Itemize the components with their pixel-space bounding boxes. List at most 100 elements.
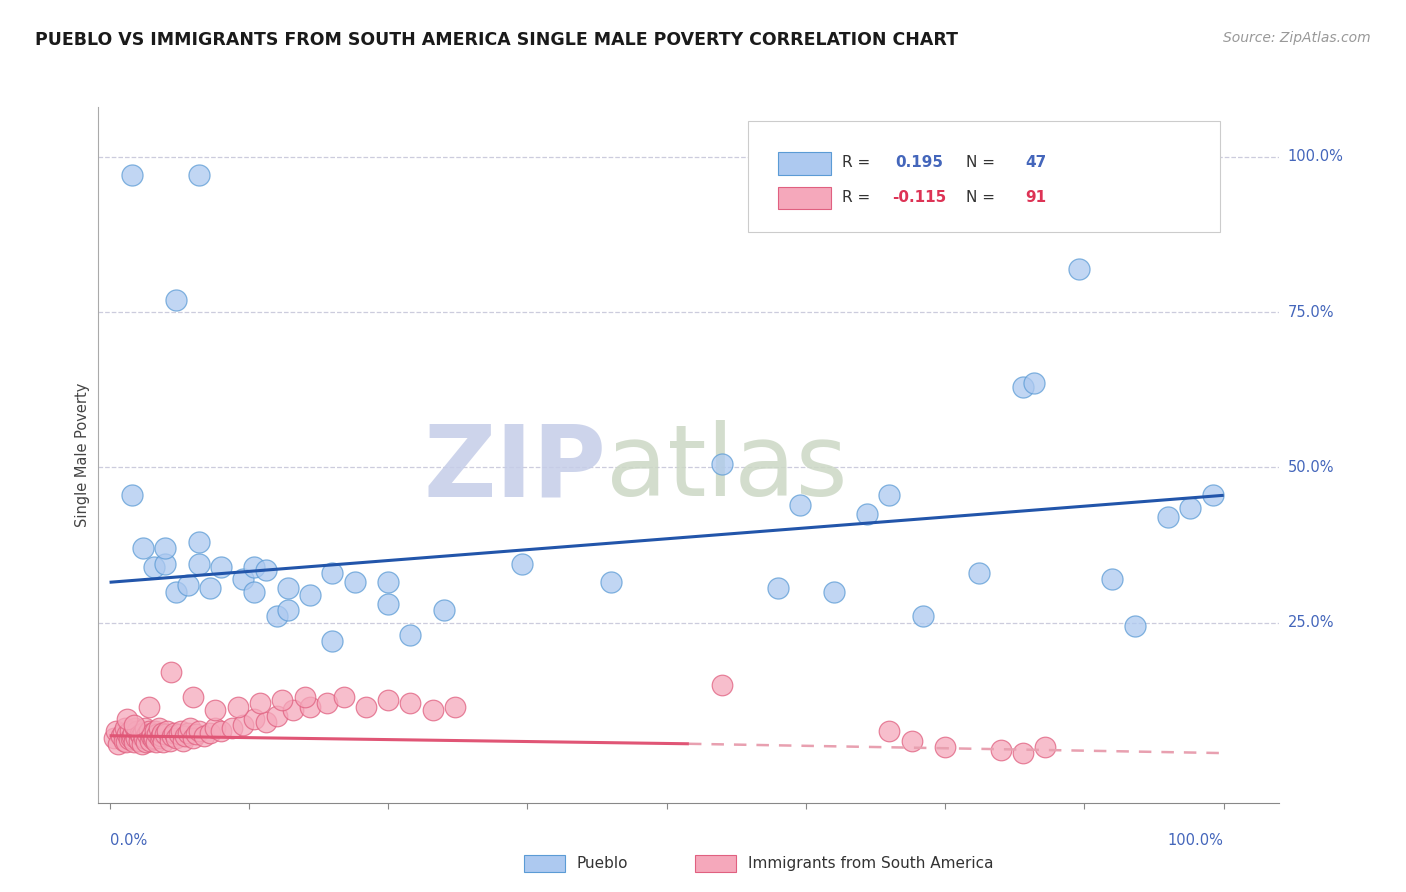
Point — [1012, 746, 1035, 760]
Point — [131, 737, 153, 751]
Point — [156, 724, 179, 739]
Text: Source: ZipAtlas.com: Source: ZipAtlas.com — [1223, 31, 1371, 45]
Point — [399, 628, 422, 642]
Point — [198, 582, 221, 596]
Point — [254, 563, 277, 577]
Point — [277, 582, 299, 596]
Point — [433, 603, 456, 617]
Point — [1035, 739, 1057, 754]
Point — [209, 724, 232, 739]
Point — [1012, 379, 1035, 393]
FancyBboxPatch shape — [778, 153, 831, 175]
Text: 0.0%: 0.0% — [110, 833, 146, 848]
Y-axis label: Single Male Poverty: Single Male Poverty — [75, 383, 90, 527]
Point — [167, 727, 190, 741]
Point — [179, 721, 201, 735]
Point — [321, 634, 343, 648]
Point — [105, 724, 128, 739]
Point — [170, 724, 193, 739]
Point — [911, 609, 934, 624]
Point — [204, 721, 226, 735]
Point — [254, 714, 277, 729]
Point — [148, 721, 170, 735]
Point — [1101, 572, 1123, 586]
Point — [121, 729, 143, 743]
Point — [299, 699, 322, 714]
Point — [145, 735, 167, 749]
Point — [232, 718, 254, 732]
Point — [209, 559, 232, 574]
Point — [132, 541, 155, 555]
Text: -0.115: -0.115 — [891, 190, 946, 205]
Point — [155, 727, 177, 741]
Point — [186, 727, 208, 741]
Point — [160, 665, 183, 680]
Point — [204, 703, 226, 717]
Point — [112, 733, 135, 747]
Point — [121, 488, 143, 502]
Point — [277, 603, 299, 617]
Point — [444, 699, 467, 714]
Point — [377, 575, 399, 590]
Point — [128, 727, 150, 741]
Point — [990, 743, 1012, 757]
Point — [879, 724, 901, 739]
Point — [226, 699, 249, 714]
Point — [187, 169, 209, 183]
Point — [766, 582, 789, 596]
Point — [232, 572, 254, 586]
Text: N =: N = — [966, 190, 1000, 205]
Point — [399, 697, 422, 711]
Point — [176, 726, 198, 740]
Point — [134, 721, 156, 735]
Point — [115, 735, 138, 749]
Text: Pueblo: Pueblo — [576, 855, 628, 871]
Text: R =: R = — [842, 190, 876, 205]
Point — [879, 488, 901, 502]
Point — [266, 708, 288, 723]
Point — [122, 718, 145, 732]
Point — [332, 690, 354, 705]
Point — [149, 729, 172, 743]
Point — [243, 559, 266, 574]
Point — [187, 534, 209, 549]
Text: ZIP: ZIP — [423, 420, 606, 517]
Point — [823, 584, 845, 599]
Point — [163, 726, 186, 740]
Point — [152, 735, 174, 749]
Point — [176, 578, 198, 592]
Point — [165, 731, 187, 745]
Point — [136, 727, 159, 741]
Point — [1123, 619, 1146, 633]
Point — [159, 733, 181, 747]
Point — [266, 609, 288, 624]
Point — [118, 724, 141, 739]
Point — [103, 731, 125, 745]
Text: 100.0%: 100.0% — [1288, 149, 1344, 164]
Point — [249, 697, 271, 711]
Point — [122, 726, 145, 740]
Text: 25.0%: 25.0% — [1288, 615, 1334, 630]
Point — [150, 726, 173, 740]
Point — [165, 584, 187, 599]
Point — [243, 712, 266, 726]
Point — [143, 559, 166, 574]
Point — [789, 498, 811, 512]
Point — [155, 557, 177, 571]
Point — [174, 729, 197, 743]
Point — [967, 566, 990, 580]
FancyBboxPatch shape — [695, 855, 737, 872]
Point — [198, 726, 221, 740]
Point — [600, 575, 623, 590]
Point — [1067, 261, 1090, 276]
Point — [321, 566, 343, 580]
Point — [141, 726, 163, 740]
Point — [120, 731, 142, 745]
Point — [155, 541, 177, 555]
Point — [127, 724, 149, 739]
Point — [181, 690, 204, 705]
Point — [299, 588, 322, 602]
Text: N =: N = — [966, 155, 1000, 170]
Point — [129, 729, 152, 743]
Text: 47: 47 — [1025, 155, 1047, 170]
